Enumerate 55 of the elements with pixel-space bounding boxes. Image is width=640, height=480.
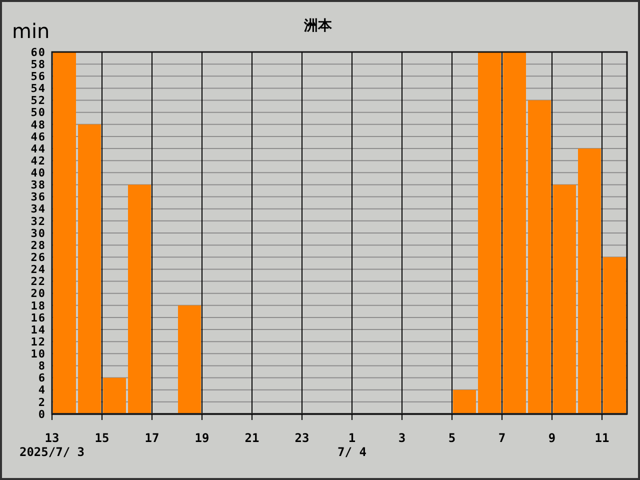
x-tick-label: 15 xyxy=(94,431,110,445)
y-tick-label: 58 xyxy=(30,58,46,71)
y-tick-label: 54 xyxy=(30,82,46,96)
x-tick-label: 11 xyxy=(594,431,610,445)
y-tick-label: 32 xyxy=(30,214,46,228)
y-tick-label: 12 xyxy=(30,335,46,348)
x-tick-label: 13 2025/7/ 3 xyxy=(19,431,85,459)
x-tick-label: 1 7/ 4 xyxy=(338,431,366,459)
x-tick-label: 21 xyxy=(244,431,260,445)
y-tick-label: 38 xyxy=(30,178,46,192)
y-tick-label: 44 xyxy=(30,142,46,156)
y-tick-label: 2 xyxy=(38,396,46,409)
y-tick-label: 56 xyxy=(30,70,46,83)
bar xyxy=(103,378,126,414)
bar xyxy=(453,390,476,414)
bar xyxy=(128,184,151,414)
bar xyxy=(78,124,101,414)
y-tick-label: 60 xyxy=(30,46,46,59)
bar xyxy=(53,52,76,414)
x-tick-label: 7 xyxy=(498,431,506,445)
y-tick-label: 36 xyxy=(30,190,46,204)
y-tick-label: 0 xyxy=(38,408,46,421)
y-tick-label: 26 xyxy=(30,250,46,264)
y-tick-label: 52 xyxy=(30,94,46,108)
y-tick-label: 6 xyxy=(38,372,46,385)
bar xyxy=(603,257,626,414)
y-tick-label: 30 xyxy=(30,226,46,240)
y-tick-label: 22 xyxy=(30,275,46,288)
y-axis-title: min xyxy=(12,19,50,43)
x-tick-label: 5 xyxy=(448,431,456,445)
y-tick-label: 20 xyxy=(30,287,46,300)
y-tick-label: 46 xyxy=(30,130,46,144)
x-tick-label: 19 xyxy=(194,431,210,445)
bar xyxy=(178,305,201,414)
y-tick-label: 18 xyxy=(30,299,46,312)
y-tick-label: 16 xyxy=(30,311,46,324)
y-tick-label: 10 xyxy=(30,348,46,361)
bar xyxy=(578,148,601,414)
y-tick-label: 34 xyxy=(30,202,46,216)
y-tick-label: 28 xyxy=(30,238,46,252)
y-tick-label: 8 xyxy=(38,360,46,373)
y-tick-label: 24 xyxy=(30,263,46,276)
y-tick-label: 14 xyxy=(30,323,46,336)
chart-title: 洲本 xyxy=(303,18,333,34)
y-tick-label: 4 xyxy=(38,384,46,397)
bar xyxy=(553,184,576,414)
x-tick-label: 3 xyxy=(398,431,406,445)
bar xyxy=(528,100,551,414)
y-tick-label: 48 xyxy=(30,118,46,132)
y-tick-label: 42 xyxy=(30,154,46,168)
y-tick-label: 40 xyxy=(30,166,46,180)
x-tick-label: 9 xyxy=(548,431,556,445)
y-tick-label: 50 xyxy=(30,106,46,120)
x-tick-label: 23 xyxy=(294,431,310,445)
x-tick-label: 17 xyxy=(144,431,160,445)
